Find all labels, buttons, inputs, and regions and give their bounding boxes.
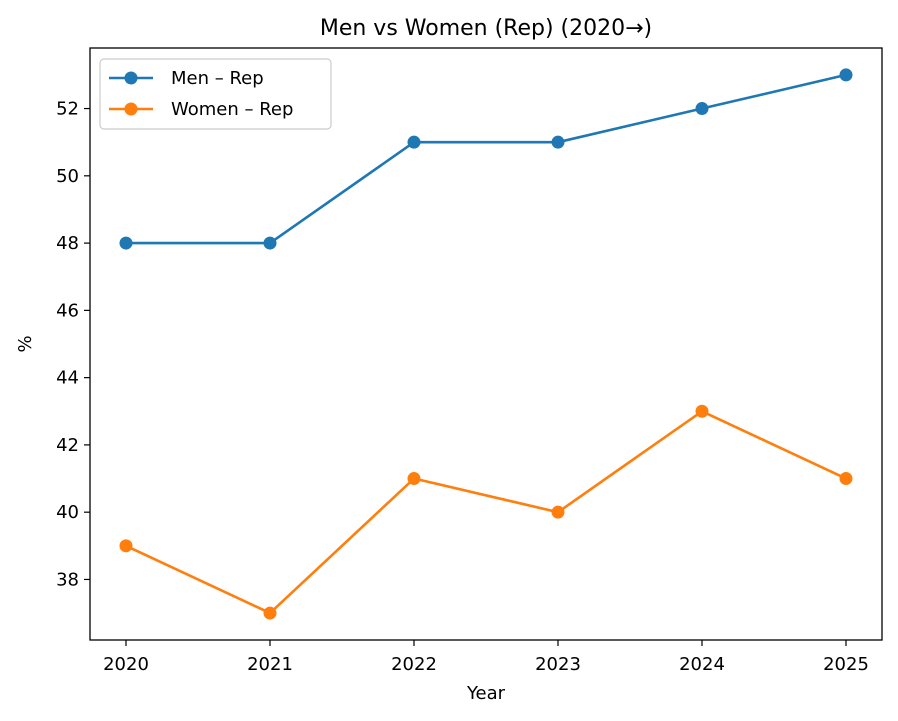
series-women-rep — [119, 404, 853, 620]
chart-title: Men vs Women (Rep) (2020→) — [320, 16, 652, 41]
legend-label: Women – Rep — [171, 99, 293, 120]
y-tick-label: 46 — [56, 300, 79, 321]
y-tick-label: 50 — [56, 166, 79, 187]
x-tick-label: 2021 — [247, 654, 293, 675]
data-point — [263, 236, 277, 250]
x-tick-label: 2022 — [391, 654, 437, 675]
data-point — [695, 404, 709, 418]
x-tick-label: 2023 — [535, 654, 581, 675]
data-point — [407, 472, 421, 486]
legend-swatch-marker — [124, 102, 138, 116]
data-point — [407, 135, 421, 149]
data-point — [839, 68, 853, 82]
series-line — [125, 409, 847, 615]
series-men-rep — [119, 68, 853, 250]
data-point — [119, 539, 133, 553]
x-axis: 2020 2021 2022 2023 2024 2025 — [103, 640, 869, 675]
x-tick-label: 2025 — [823, 654, 869, 675]
data-point — [839, 472, 853, 486]
data-point — [695, 102, 709, 116]
legend-swatch-marker — [124, 71, 138, 85]
plot-area — [89, 47, 883, 641]
data-point — [551, 505, 565, 519]
y-tick-label: 40 — [56, 502, 79, 523]
data-point — [119, 236, 133, 250]
legend: Men – Rep Women – Rep — [99, 58, 332, 130]
y-tick-label: 44 — [56, 368, 79, 389]
x-tick-label: 2024 — [679, 654, 725, 675]
y-tick-label: 38 — [56, 569, 79, 590]
y-tick-label: 42 — [56, 435, 79, 456]
series-layer — [119, 68, 853, 620]
x-tick-label: 2020 — [103, 654, 149, 675]
y-axis: 38 40 42 44 46 48 50 52 — [56, 99, 90, 590]
plot-frame — [89, 47, 883, 641]
y-tick-label: 52 — [56, 99, 79, 120]
legend-label: Men – Rep — [171, 68, 264, 89]
y-axis-label: % — [15, 335, 36, 352]
data-point — [551, 135, 565, 149]
y-tick-label: 48 — [56, 233, 79, 254]
data-point — [263, 606, 277, 620]
legend-box — [99, 58, 332, 130]
x-axis-label: Year — [466, 683, 506, 704]
series-line — [126, 73, 847, 245]
